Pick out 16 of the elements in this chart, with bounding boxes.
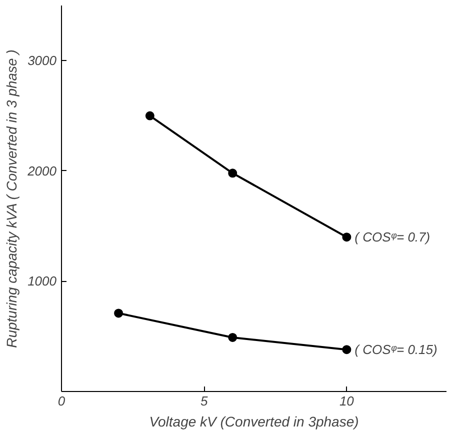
point [145,111,154,120]
point [342,345,352,354]
point [228,168,238,178]
y-tick-label: 1000 [28,274,58,289]
point [228,332,238,342]
point [342,232,352,242]
point [114,308,124,318]
y-tick-label: 3000 [28,53,58,68]
x-axis-title: Voltage kV (Converted in 3phase) [149,414,359,430]
annotation: ( COSᵠ= 0.7) [354,230,430,245]
annotation: ( COSᵠ= 0.15) [354,342,438,358]
x-tick-label: 10 [339,394,355,408]
x-tick-label: 0 [58,394,66,408]
x-tick-label: 5 [200,394,208,408]
y-axis-title: Rupturing capacity kVA ( Converted in 3 phase ) [4,50,20,348]
y-tick-label: 2000 [26,163,58,178]
